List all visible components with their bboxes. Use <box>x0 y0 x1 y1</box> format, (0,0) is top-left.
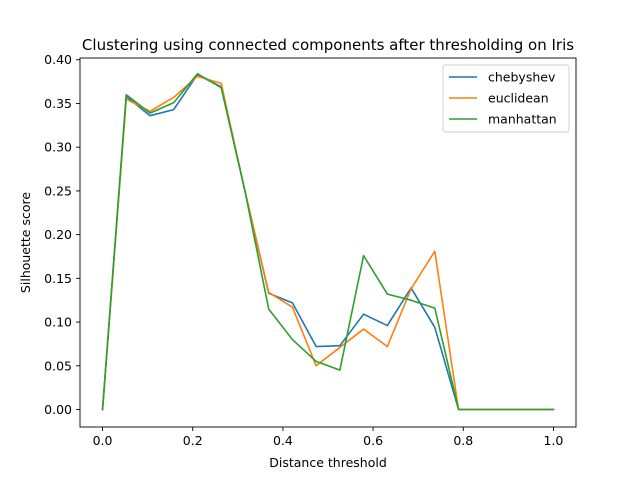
legend-label-chebyshev: chebyshev <box>488 70 556 85</box>
axes-frame <box>79 57 577 428</box>
x-tick-label: 0.6 <box>363 433 383 448</box>
y-tick-label: 0.15 <box>44 271 72 286</box>
x-axis-title: Distance threshold <box>269 455 387 470</box>
y-axis-title: Silhouette score <box>18 192 33 293</box>
x-tick-label: 0.2 <box>183 433 203 448</box>
y-tick-label: 0.10 <box>44 315 72 330</box>
legend-frame <box>442 64 570 133</box>
x-tick-label: 1.0 <box>544 433 564 448</box>
x-tick-label: 0.4 <box>273 433 293 448</box>
y-tick-label: 0.20 <box>44 227 72 242</box>
series-line-manhattan <box>101 72 555 411</box>
legend: chebyshev euclidean manhattan <box>442 64 570 133</box>
legend-label-manhattan: manhattan <box>488 112 557 127</box>
chart-title: Clustering using connected components af… <box>82 36 574 54</box>
series-lines <box>101 72 555 411</box>
y-tick-label: 0.35 <box>44 96 72 111</box>
y-tick-label: 0.25 <box>44 183 72 198</box>
y-tick-label: 0.05 <box>44 358 72 373</box>
x-axis: 0.0 0.2 0.4 0.6 0.8 1.0 <box>93 427 564 448</box>
legend-label-euclidean: euclidean <box>488 91 549 106</box>
x-tick-label: 0.0 <box>93 433 113 448</box>
y-axis: 0.00 0.05 0.10 0.15 0.20 0.25 0.30 0.35 0.40 <box>44 52 80 417</box>
y-tick-label: 0.40 <box>44 52 72 67</box>
x-tick-label: 0.8 <box>453 433 473 448</box>
y-tick-label: 0.30 <box>44 140 72 155</box>
y-tick-label: 0.00 <box>44 402 72 417</box>
